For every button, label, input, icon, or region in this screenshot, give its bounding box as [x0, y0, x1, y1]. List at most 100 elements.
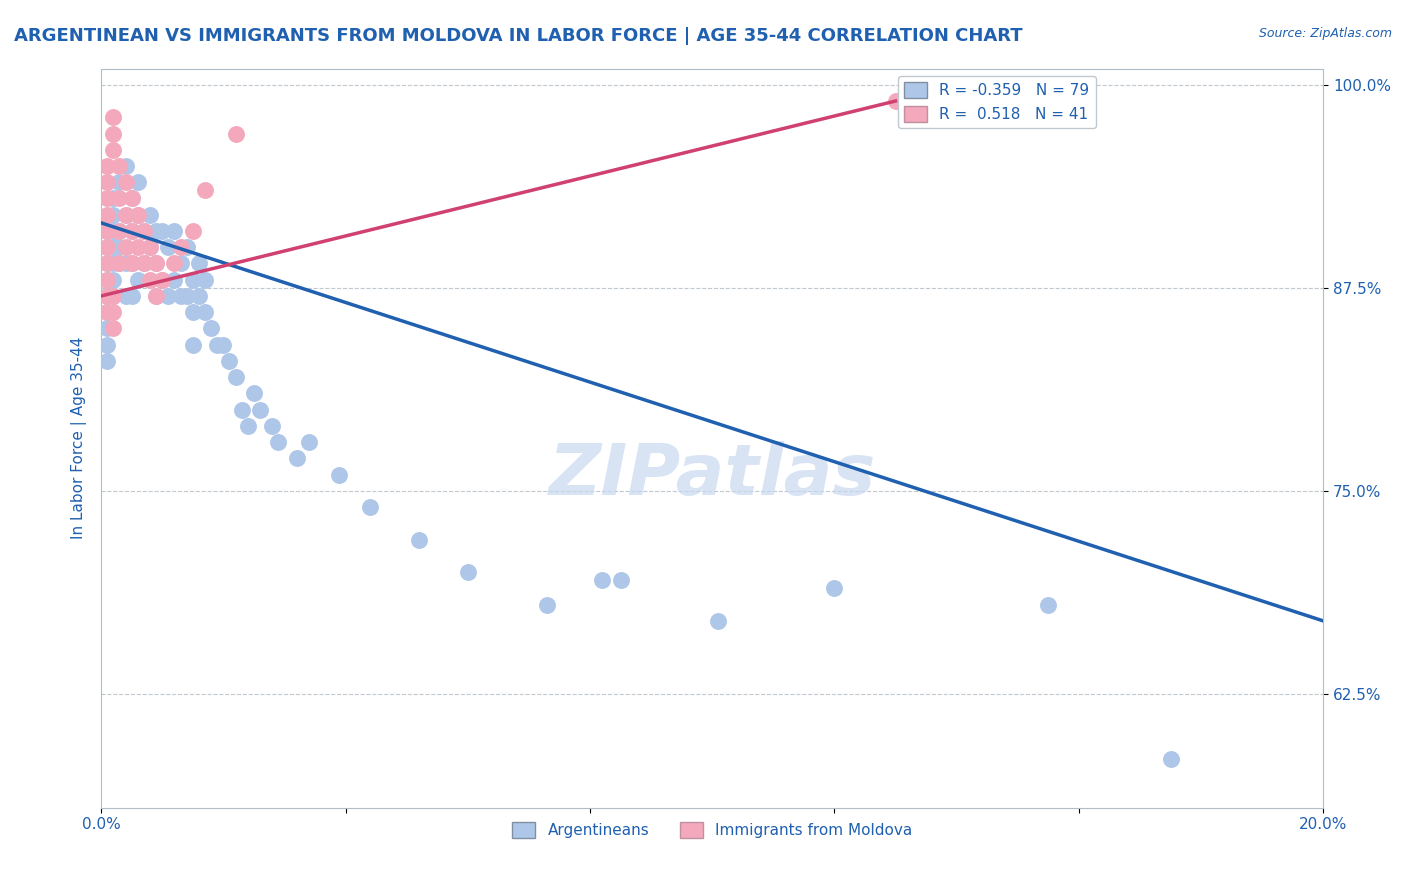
Point	[200, 321, 222, 335]
Point	[114, 159, 136, 173]
Point	[114, 175, 136, 189]
Point	[127, 273, 149, 287]
Point	[194, 273, 217, 287]
Point	[96, 273, 118, 287]
Text: ZIPatlas: ZIPatlas	[548, 441, 876, 509]
Point	[103, 305, 125, 319]
Point	[249, 402, 271, 417]
Point	[96, 208, 118, 222]
Text: ARGENTINEAN VS IMMIGRANTS FROM MOLDOVA IN LABOR FORCE | AGE 35-44 CORRELATION CH: ARGENTINEAN VS IMMIGRANTS FROM MOLDOVA I…	[14, 27, 1022, 45]
Point	[103, 143, 125, 157]
Point	[609, 574, 631, 588]
Point	[127, 208, 149, 222]
Point	[187, 256, 209, 270]
Point	[103, 110, 125, 124]
Point	[108, 175, 131, 189]
Point	[103, 127, 125, 141]
Point	[96, 305, 118, 319]
Point	[157, 240, 180, 254]
Point	[157, 289, 180, 303]
Point	[194, 183, 217, 197]
Point	[150, 224, 173, 238]
Point	[132, 224, 155, 238]
Point	[103, 273, 125, 287]
Point	[132, 256, 155, 270]
Point	[823, 582, 845, 596]
Point	[103, 289, 125, 303]
Point	[132, 224, 155, 238]
Point	[96, 256, 118, 270]
Point	[139, 240, 162, 254]
Point	[267, 435, 290, 450]
Point	[145, 256, 167, 270]
Point	[108, 240, 131, 254]
Point	[225, 370, 247, 384]
Point	[103, 321, 125, 335]
Point	[359, 500, 381, 515]
Point	[96, 289, 118, 303]
Point	[121, 192, 143, 206]
Point	[139, 208, 162, 222]
Point	[121, 192, 143, 206]
Point	[96, 337, 118, 351]
Point	[457, 565, 479, 579]
Point	[103, 208, 125, 222]
Point	[139, 273, 162, 287]
Point	[176, 289, 198, 303]
Point	[163, 273, 186, 287]
Point	[218, 354, 240, 368]
Point	[150, 273, 173, 287]
Point	[163, 224, 186, 238]
Point	[591, 574, 613, 588]
Point	[96, 305, 118, 319]
Point	[127, 175, 149, 189]
Point	[108, 224, 131, 238]
Point	[212, 337, 235, 351]
Point	[207, 337, 229, 351]
Point	[114, 289, 136, 303]
Point	[108, 224, 131, 238]
Y-axis label: In Labor Force | Age 35-44: In Labor Force | Age 35-44	[72, 337, 87, 540]
Point	[194, 305, 217, 319]
Point	[163, 256, 186, 270]
Point	[145, 224, 167, 238]
Point	[121, 224, 143, 238]
Point	[536, 598, 558, 612]
Point	[181, 337, 204, 351]
Point	[139, 240, 162, 254]
Point	[707, 614, 730, 628]
Point	[181, 224, 204, 238]
Point	[121, 256, 143, 270]
Point	[127, 208, 149, 222]
Point	[103, 240, 125, 254]
Point	[114, 208, 136, 222]
Point	[243, 386, 266, 401]
Point	[96, 289, 118, 303]
Point	[121, 289, 143, 303]
Point	[145, 256, 167, 270]
Point	[328, 467, 350, 482]
Point	[96, 224, 118, 238]
Point	[145, 289, 167, 303]
Point	[103, 224, 125, 238]
Point	[96, 175, 118, 189]
Point	[96, 192, 118, 206]
Point	[108, 192, 131, 206]
Point	[236, 419, 259, 434]
Point	[181, 305, 204, 319]
Point	[96, 321, 118, 335]
Legend: Argentineans, Immigrants from Moldova: Argentineans, Immigrants from Moldova	[506, 816, 918, 845]
Point	[169, 289, 191, 303]
Point	[108, 256, 131, 270]
Point	[187, 289, 209, 303]
Point	[181, 273, 204, 287]
Point	[103, 289, 125, 303]
Point	[96, 240, 118, 254]
Point	[103, 256, 125, 270]
Point	[150, 273, 173, 287]
Point	[176, 240, 198, 254]
Point	[108, 159, 131, 173]
Point	[103, 192, 125, 206]
Point	[114, 208, 136, 222]
Point	[298, 435, 321, 450]
